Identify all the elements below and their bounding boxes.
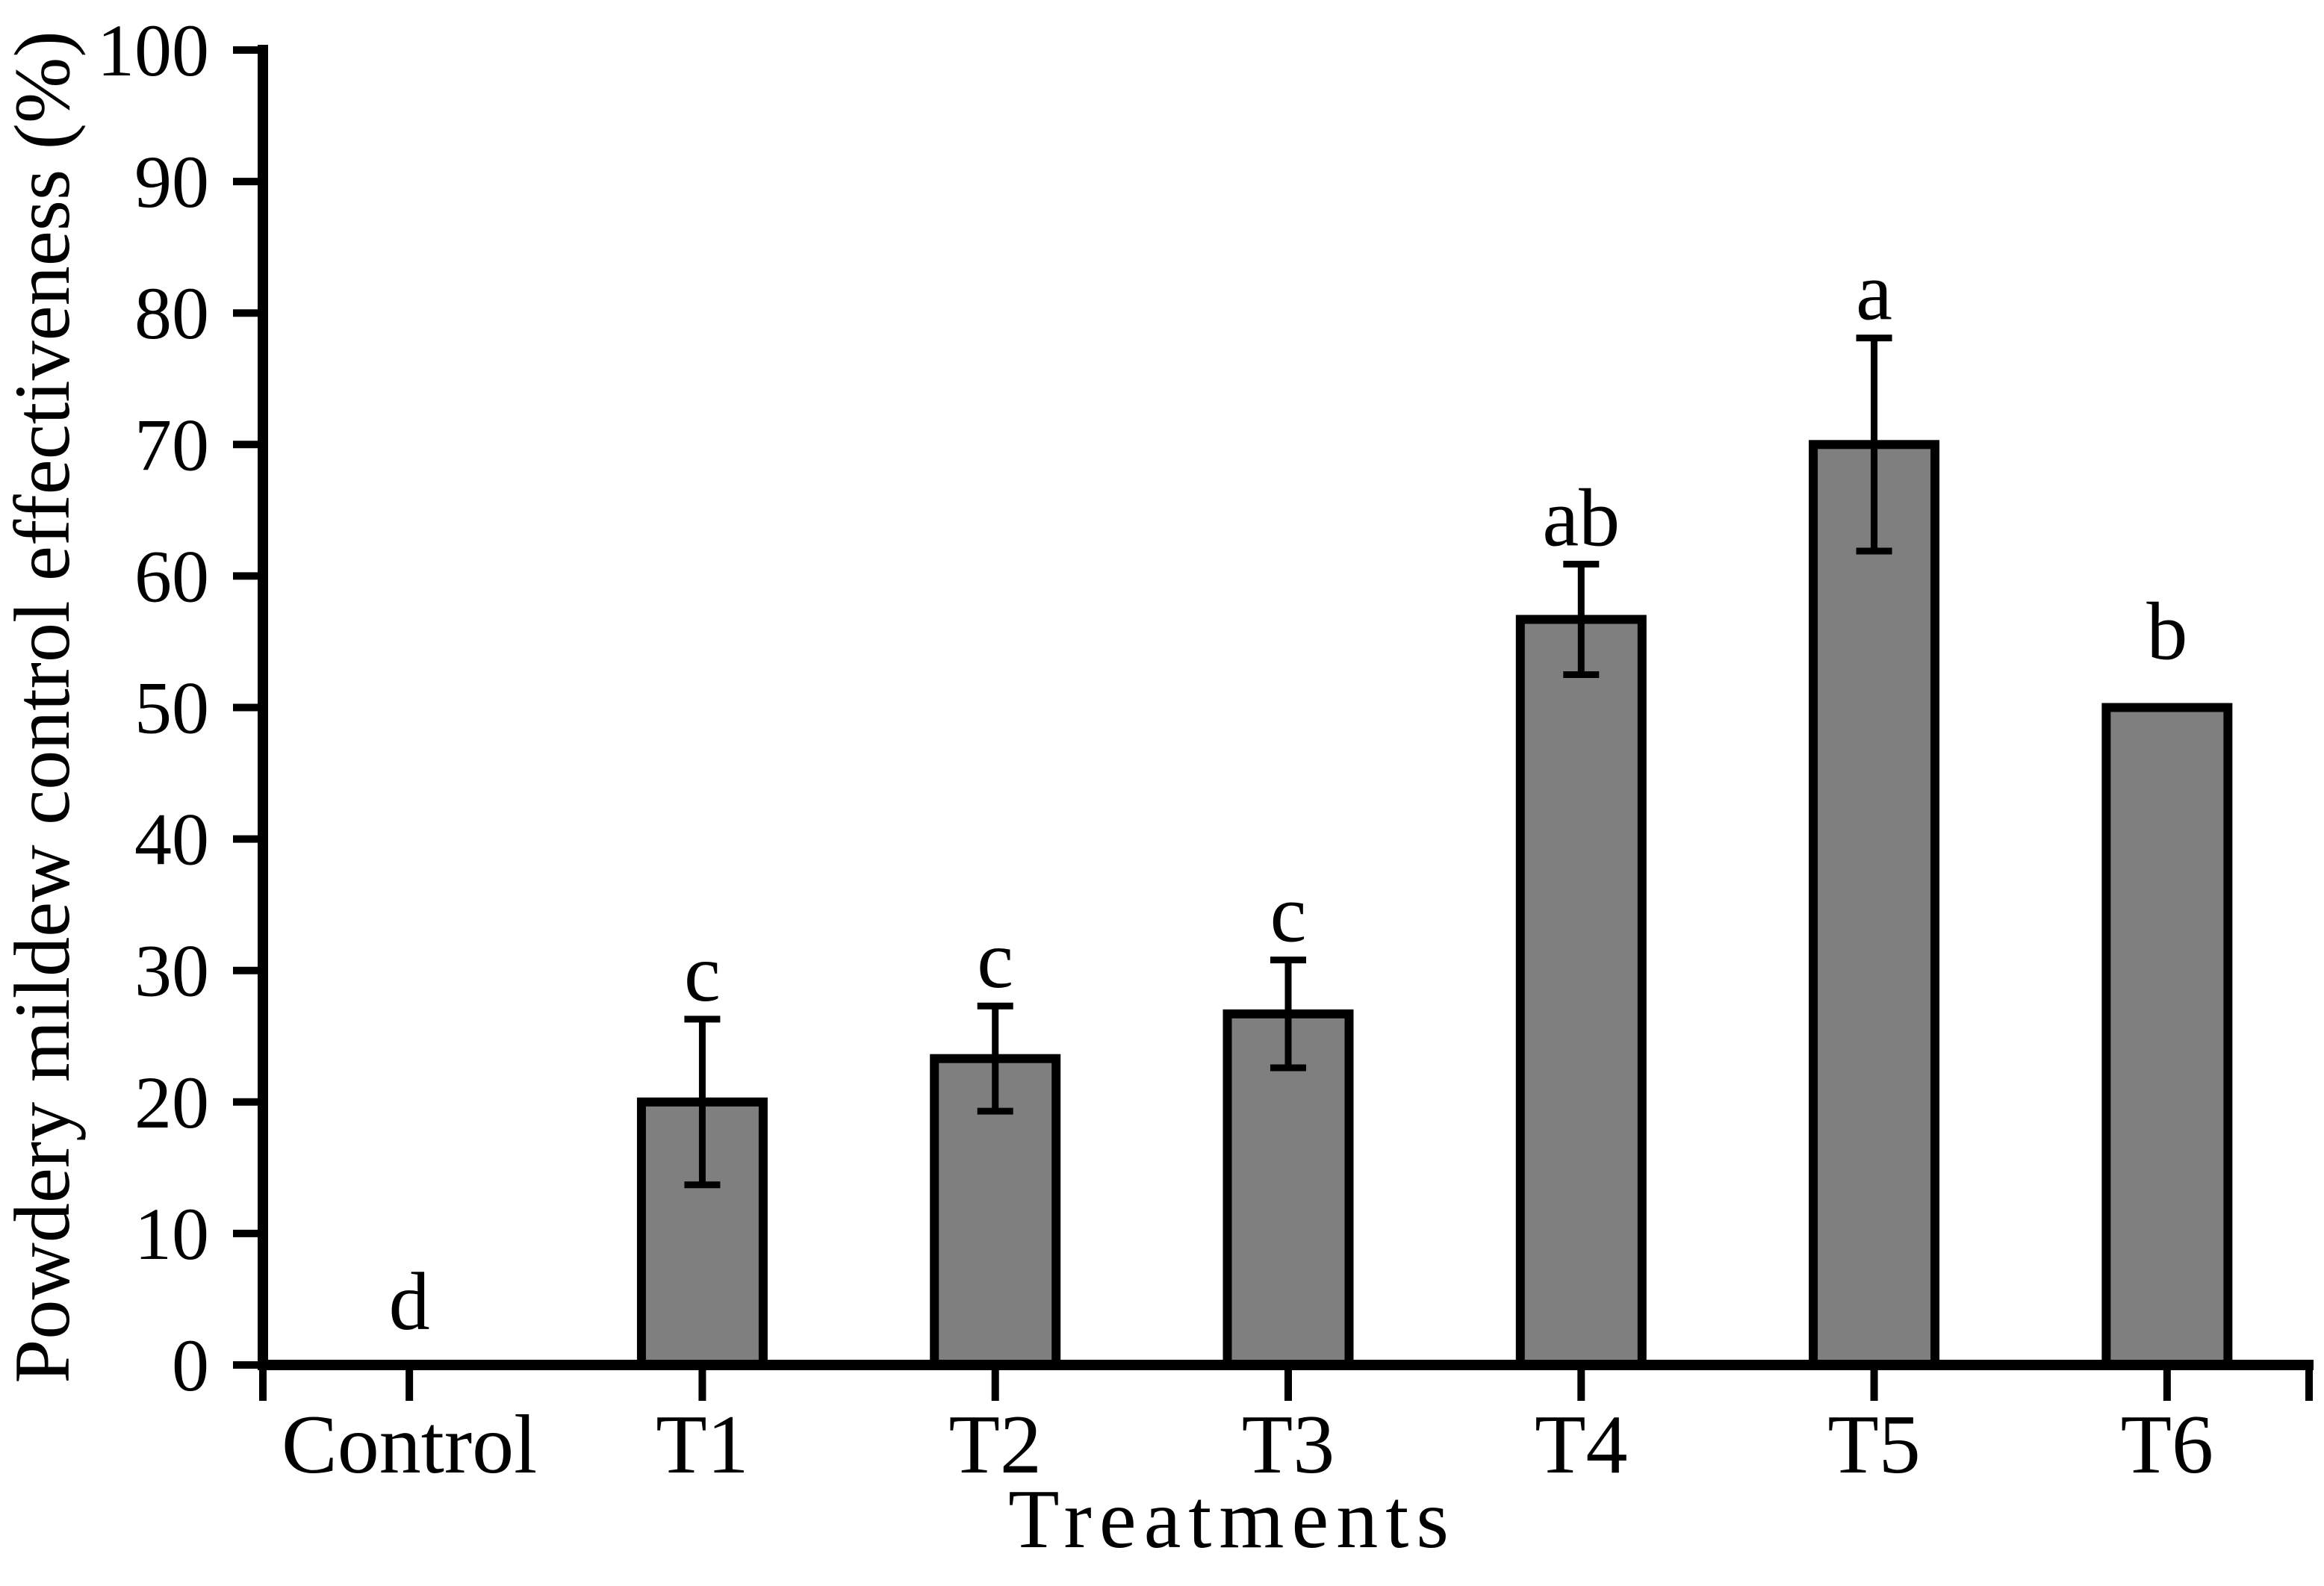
x-tick-label-T6: T6 [2121, 1399, 2213, 1491]
x-tick-label-T1: T1 [656, 1399, 748, 1491]
y-tick-label-60: 60 [134, 535, 209, 618]
x-tick-label-T2: T2 [949, 1399, 1042, 1491]
y-tick-label-0: 0 [172, 1324, 209, 1407]
y-axis-title: Powdery mildew control effectiveness (%) [0, 31, 86, 1383]
y-tick-label-70: 70 [134, 403, 209, 486]
x-tick-label-Control: Control [282, 1399, 537, 1491]
sig-letter-T5: a [1856, 246, 1892, 338]
sig-letter-T6: b [2146, 586, 2187, 677]
x-tick-label-T3: T3 [1242, 1399, 1335, 1491]
x-tick-label-T5: T5 [1827, 1399, 1920, 1491]
y-tick-label-10: 10 [134, 1192, 209, 1275]
y-tick-label-90: 90 [134, 140, 209, 223]
sig-letter-T4: ab [1542, 473, 1620, 564]
sig-letter-Control: d [389, 1256, 430, 1347]
y-tick-label-30: 30 [134, 930, 209, 1013]
sig-letter-T3: c [1270, 868, 1307, 960]
y-tick-label-20: 20 [134, 1061, 209, 1144]
chart-generated: 0 10 20 30 40 50 60 70 80 90 100 Control T1 T2 T3 T4 T5 T… [97, 9, 2314, 1491]
x-axis-title: Treatments [1008, 1473, 1456, 1566]
y-tick-label-40: 40 [134, 798, 209, 881]
x-tick-label-T4: T4 [1535, 1399, 1627, 1491]
sig-letter-T2: c [977, 914, 1013, 1005]
sig-letter-T1: c [684, 927, 721, 1019]
y-tick-label-50: 50 [134, 667, 209, 750]
y-tick-label-80: 80 [134, 272, 209, 355]
bar-T6 [2101, 703, 2233, 1369]
y-tick-label-100: 100 [97, 9, 209, 92]
bar-T5 [1809, 440, 1940, 1369]
bar-T4 [1515, 615, 1647, 1369]
